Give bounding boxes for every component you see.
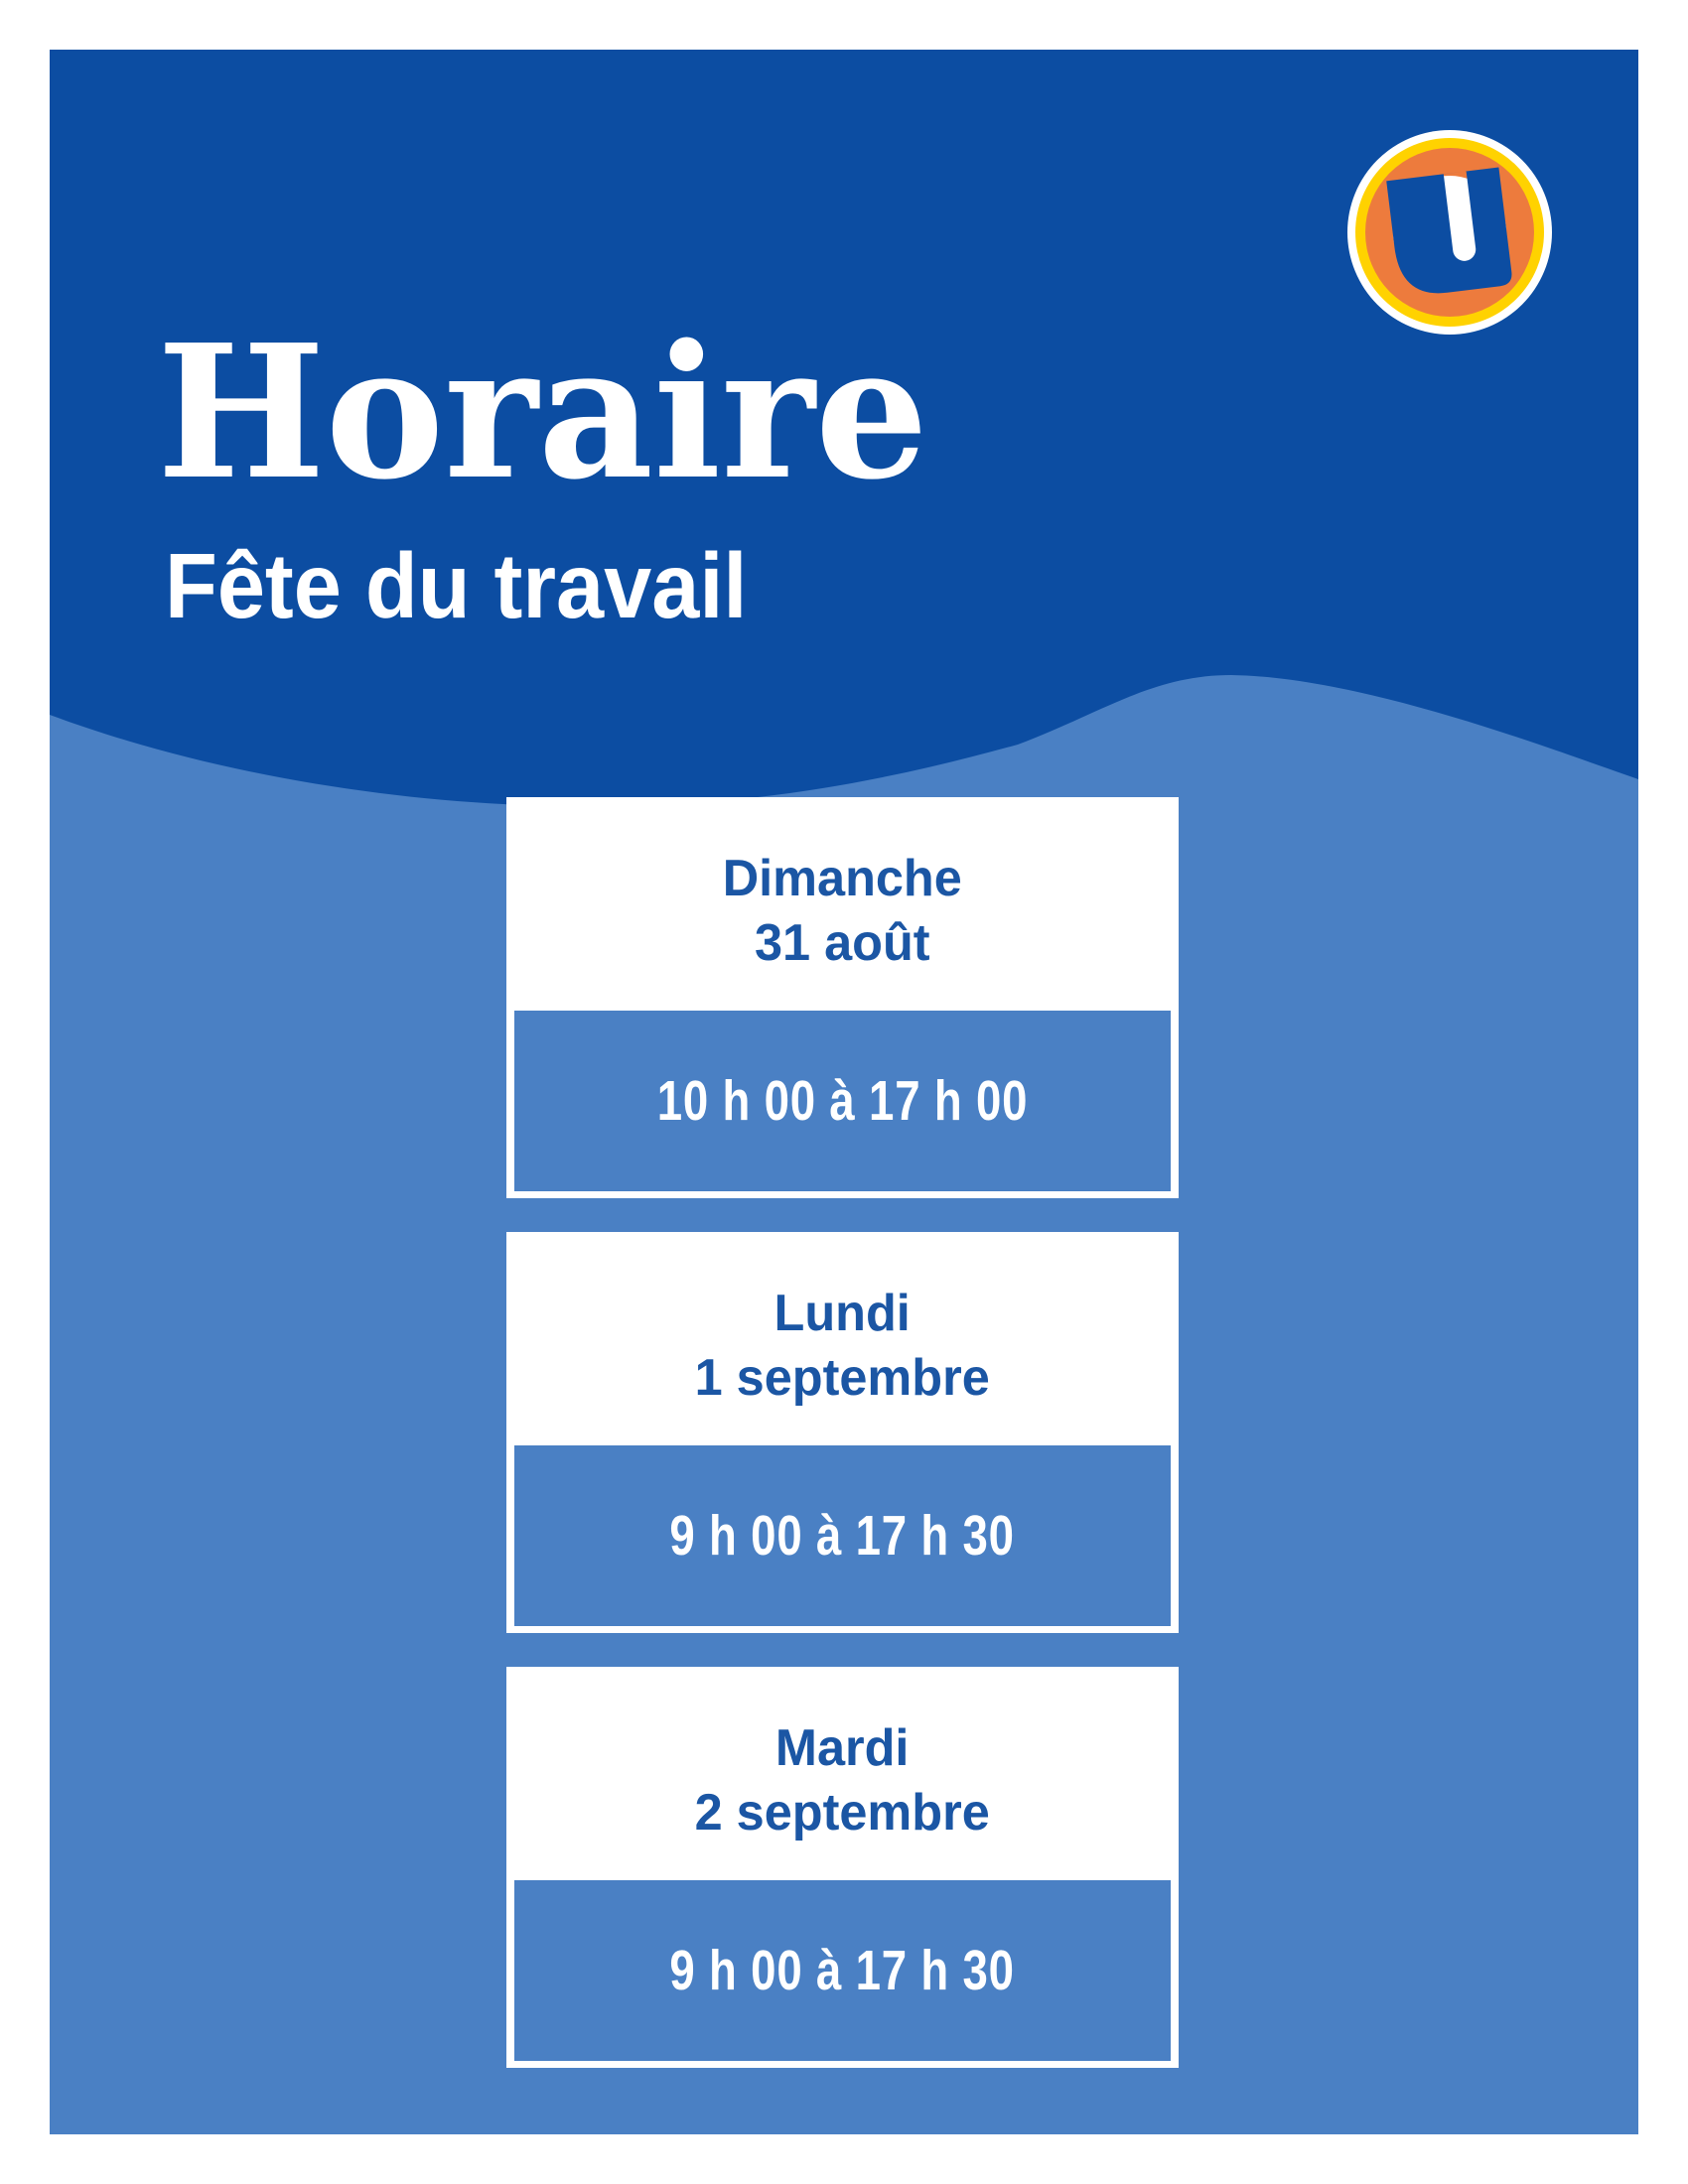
schedule-day-label: Dimanche bbox=[722, 849, 963, 907]
schedule-card-header: Mardi 2 septembre bbox=[514, 1667, 1171, 1880]
page-subtitle: Fête du travail bbox=[165, 534, 748, 637]
schedule-card-list: Dimanche 31 août 10 h 00 à 17 h 00 Lundi… bbox=[506, 797, 1179, 2068]
schedule-date-label: 31 août bbox=[755, 913, 930, 972]
schedule-hours-label: 9 h 00 à 17 h 30 bbox=[669, 1504, 1016, 1568]
brand-u-logo-icon bbox=[1347, 130, 1552, 335]
schedule-date-label: 2 septembre bbox=[694, 1783, 991, 1842]
schedule-day-label: Mardi bbox=[775, 1718, 910, 1777]
schedule-hours-band: 9 h 00 à 17 h 30 bbox=[514, 1445, 1171, 1626]
schedule-card: Dimanche 31 août 10 h 00 à 17 h 00 bbox=[506, 797, 1179, 1198]
schedule-card: Mardi 2 septembre 9 h 00 à 17 h 30 bbox=[506, 1667, 1179, 2068]
page-title: Horaire bbox=[157, 304, 928, 520]
schedule-hours-label: 10 h 00 à 17 h 00 bbox=[656, 1069, 1029, 1133]
schedule-hours-band: 9 h 00 à 17 h 30 bbox=[514, 1880, 1171, 2061]
schedule-hours-band: 10 h 00 à 17 h 00 bbox=[514, 1011, 1171, 1191]
poster-content-area: Horaire Fête du travail Dimanche 31 août bbox=[50, 50, 1638, 2134]
schedule-hours-label: 9 h 00 à 17 h 30 bbox=[669, 1939, 1016, 2002]
schedule-date-label: 1 septembre bbox=[694, 1348, 991, 1407]
schedule-card: Lundi 1 septembre 9 h 00 à 17 h 30 bbox=[506, 1232, 1179, 1633]
schedule-card-header: Dimanche 31 août bbox=[514, 797, 1171, 1011]
schedule-card-header: Lundi 1 septembre bbox=[514, 1232, 1171, 1445]
schedule-day-label: Lundi bbox=[774, 1284, 912, 1342]
